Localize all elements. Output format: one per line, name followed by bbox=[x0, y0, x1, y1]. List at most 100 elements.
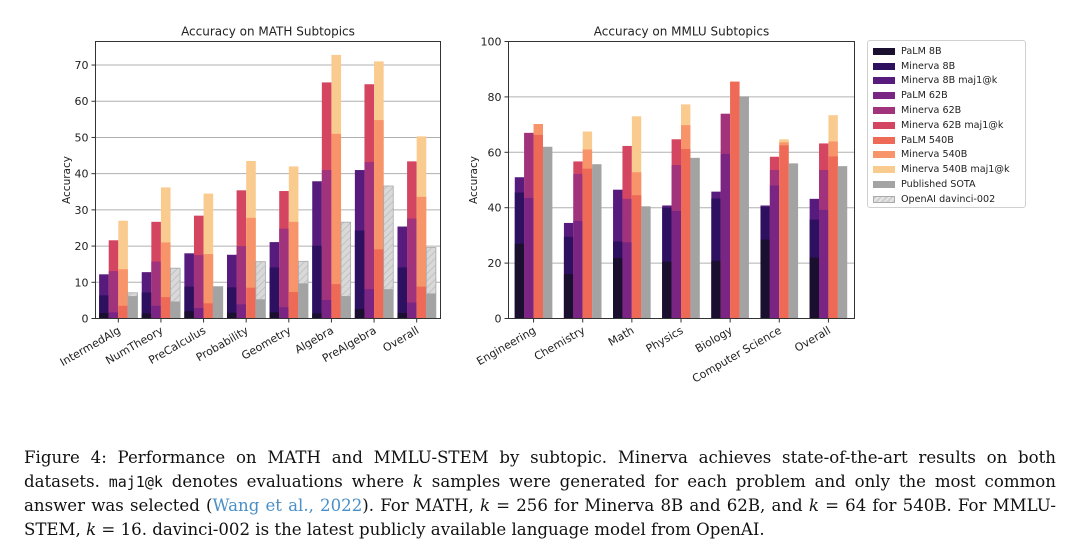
legend-swatch bbox=[873, 62, 895, 70]
legend-item-minerva-540b-maj1-k: Minerva 540B maj1@k bbox=[873, 162, 1025, 177]
figure: 0 10 20 30 40 50 60 70 Accuracy on MATH Subtopic… bbox=[58, 25, 1026, 386]
bar-palm-8b-prealgebra bbox=[354, 309, 365, 319]
bar-minerva-8b-maj1-k-precalculus bbox=[184, 253, 194, 319]
bar-minerva-540b-probability bbox=[246, 217, 256, 319]
caption-label: Figure 4: bbox=[24, 448, 107, 467]
legend-swatch bbox=[873, 151, 895, 159]
bar-palm-62b-biology bbox=[720, 153, 731, 319]
legend-swatch bbox=[873, 195, 895, 203]
bar-palm-8b-math bbox=[613, 258, 623, 319]
bar-minerva-62b-intermedalg bbox=[108, 271, 119, 319]
bar-minerva-8b-overall bbox=[397, 267, 408, 319]
bar-palm-62b-intermedalg bbox=[108, 312, 119, 319]
bar-published-sota-physics bbox=[690, 157, 700, 319]
bar-minerva-540b-overall bbox=[416, 196, 427, 319]
bar-palm-540b-biology bbox=[730, 81, 740, 319]
y-tick-label: 10 bbox=[75, 276, 89, 289]
legend-label: Minerva 62B maj1@k bbox=[901, 119, 1004, 131]
legend-item-minerva-62b: Minerva 62B bbox=[873, 103, 1025, 118]
bar-palm-8b-chemistry bbox=[563, 274, 574, 319]
bar-published-sota-overall bbox=[426, 293, 436, 319]
bar-palm-8b-intermedalg bbox=[99, 313, 109, 319]
bar-published-sota-numtheory bbox=[170, 301, 181, 319]
x-tick-label: Chemistry bbox=[532, 324, 588, 364]
legend-swatch bbox=[873, 77, 895, 85]
legend-swatch bbox=[873, 181, 895, 189]
legend-item-palm-62b: PaLM 62B bbox=[873, 88, 1025, 103]
maj1-k-code: maj1@k bbox=[108, 473, 163, 491]
legend-label: PaLM 540B bbox=[901, 134, 954, 146]
bar-palm-62b-algebra bbox=[321, 300, 332, 319]
legend-label: Minerva 540B maj1@k bbox=[901, 164, 1010, 176]
bar-published-sota-overall bbox=[837, 166, 848, 319]
y-tick-label: 40 bbox=[488, 202, 502, 215]
bar-published-sota-intermedalg bbox=[127, 296, 138, 319]
y-tick-label: 20 bbox=[75, 240, 89, 253]
plot-frame bbox=[95, 41, 441, 319]
y-tick-label: 0 bbox=[82, 313, 89, 326]
bar-published-sota-computer-science bbox=[788, 163, 799, 319]
y-tick-label: 60 bbox=[488, 146, 502, 159]
legend-label: Minerva 8B maj1@k bbox=[901, 75, 998, 87]
legend-label: Minerva 62B bbox=[901, 105, 962, 117]
bar-palm-8b-probability bbox=[226, 312, 237, 319]
y-tick-label: 40 bbox=[75, 168, 89, 181]
legend-label: Minerva 540B bbox=[901, 149, 968, 161]
y-tick-label: 50 bbox=[75, 131, 89, 144]
bar-published-sota-chemistry bbox=[592, 164, 602, 319]
legend-swatch bbox=[873, 121, 895, 129]
bar-palm-8b-physics bbox=[662, 261, 672, 319]
bar-palm-62b-geometry bbox=[279, 307, 289, 319]
chart-legend: PaLM 8B Minerva 8B Minerva 8B maj1@k PaLM 6… bbox=[867, 40, 1026, 208]
bar-minerva-8b-biology bbox=[711, 198, 721, 319]
mmlu-subtopics-chart: 0 20 40 60 80 100 Accuracy on MMLU Subtopics Ac… bbox=[468, 25, 855, 386]
y-tick-label: 30 bbox=[75, 204, 89, 217]
bar-minerva-62b-overall bbox=[407, 218, 417, 319]
bar-palm-62b-overall bbox=[407, 302, 417, 319]
bar-published-sota-biology bbox=[739, 96, 749, 319]
bar-palm-540b-chemistry bbox=[582, 168, 593, 319]
x-tick-label: Overall bbox=[381, 324, 422, 355]
legend-label: Minerva 8B bbox=[901, 60, 956, 72]
bar-palm-540b-algebra bbox=[331, 284, 342, 319]
y-tick-label: 70 bbox=[75, 59, 89, 72]
bar-palm-62b-math bbox=[622, 242, 632, 319]
bar-palm-540b-prealgebra bbox=[374, 249, 384, 319]
bar-minerva-540b-prealgebra bbox=[374, 120, 384, 319]
x-tick-label: Engineering bbox=[474, 324, 538, 368]
bar-published-sota-math bbox=[641, 206, 651, 319]
bar-palm-540b-overall bbox=[828, 156, 838, 319]
y-tick-label: 80 bbox=[488, 91, 502, 104]
bar-palm-8b-biology bbox=[711, 260, 721, 319]
bar-palm-8b-precalculus bbox=[184, 311, 194, 319]
y-axis-label: Accuracy bbox=[468, 156, 480, 204]
bar-published-sota-engineering bbox=[542, 146, 553, 319]
legend-label: PaLM 8B bbox=[901, 45, 942, 57]
bar-published-sota-algebra bbox=[341, 296, 351, 319]
y-tick-label: 20 bbox=[488, 257, 502, 270]
bar-palm-62b-numtheory bbox=[151, 305, 161, 319]
bar-minerva-8b-numtheory bbox=[141, 292, 152, 319]
bar-palm-540b-overall bbox=[416, 286, 427, 319]
legend-swatch bbox=[873, 107, 895, 115]
legend-item-published-sota: Published SOTA bbox=[873, 177, 1025, 192]
bar-minerva-540b-intermedalg bbox=[118, 269, 128, 319]
bar-palm-62b-overall bbox=[819, 209, 829, 319]
bar-palm-8b-computer-science bbox=[760, 239, 770, 319]
bar-published-sota-probability bbox=[255, 299, 266, 319]
bar-palm-62b-probability bbox=[236, 304, 247, 319]
legend-swatch bbox=[873, 166, 895, 174]
legend-item-palm-8b: PaLM 8B bbox=[873, 44, 1025, 59]
bar-minerva-8b-prealgebra bbox=[354, 230, 365, 319]
bar-minerva-62b-geometry bbox=[279, 228, 289, 319]
bar-palm-540b-intermedalg bbox=[118, 305, 128, 319]
bar-palm-8b-geometry bbox=[269, 312, 280, 319]
bar-minerva-62b-probability bbox=[236, 246, 247, 319]
x-tick-label: Physics bbox=[644, 324, 686, 356]
legend-label: Published SOTA bbox=[901, 179, 976, 191]
citation-link[interactable]: Wang et al., 2022 bbox=[212, 496, 363, 515]
legend-label: PaLM 62B bbox=[901, 90, 948, 102]
bar-minerva-62b-precalculus bbox=[193, 255, 204, 319]
bar-minerva-62b-prealgebra bbox=[364, 162, 375, 319]
x-tick-label: Geometry bbox=[239, 324, 293, 363]
